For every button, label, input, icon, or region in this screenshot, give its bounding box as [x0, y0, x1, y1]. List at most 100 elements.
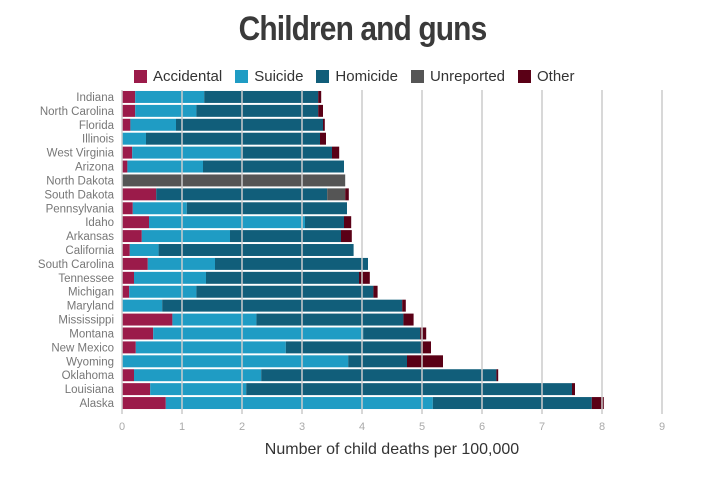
- legend-swatch-unreported: [410, 69, 424, 83]
- legend-swatch-accidental: [134, 69, 147, 83]
- category-label-indiana: Indiana: [76, 92, 114, 104]
- bar-suicide-pennsylvania: [132, 202, 187, 215]
- x-tick-label-8: 8: [599, 421, 605, 433]
- bar-suicide-florida: [130, 118, 176, 131]
- bar-accidental-tennessee: [122, 271, 134, 284]
- bar-homicide-california: [158, 244, 354, 256]
- bar-homicide-illinois: [146, 132, 320, 145]
- bar-other-indiana: [318, 90, 322, 103]
- bar-other-alaska: [591, 397, 604, 410]
- bar-other-louisiana: [572, 383, 575, 396]
- bar-accidental-arkansas: [122, 230, 142, 243]
- bar-other-arkansas: [341, 230, 352, 243]
- bar-accidental-montana: [122, 327, 154, 340]
- category-label-alaska: Alaska: [79, 398, 114, 410]
- category-label-mississippi: Mississippi: [58, 315, 114, 327]
- legend-item-suicide: Suicide: [235, 68, 303, 85]
- bar-suicide-oklahoma: [134, 369, 262, 382]
- bar-homicide-maryland: [162, 299, 403, 312]
- legend-label-suicide: Suicide: [254, 67, 304, 85]
- bar-suicide-indiana: [135, 90, 205, 103]
- bar-homicide-michigan: [196, 285, 374, 298]
- bar-suicide-alaska: [165, 397, 433, 410]
- bar-suicide-north-carolina: [135, 104, 197, 117]
- bar-accidental-florida: [122, 118, 131, 131]
- bar-suicide-montana: [153, 327, 364, 340]
- bar-other-oklahoma: [496, 369, 499, 382]
- x-tick-label-9: 9: [659, 421, 665, 433]
- bar-homicide-arizona: [203, 160, 344, 173]
- bar-other-maryland: [402, 299, 406, 312]
- bar-homicide-tennessee: [206, 271, 359, 284]
- category-label-south-carolina: South Carolina: [38, 259, 115, 271]
- category-label-new-mexico: New Mexico: [51, 342, 114, 354]
- legend: Accidental Suicide Homicide Unreported O…: [134, 66, 588, 86]
- category-label-tennessee: Tennessee: [58, 273, 114, 285]
- bar-homicide-mississippi: [256, 313, 404, 326]
- x-tick-label-5: 5: [419, 421, 425, 433]
- bar-accidental-louisiana: [122, 383, 151, 396]
- category-label-maryland: Maryland: [67, 301, 114, 313]
- bar-accidental-idaho: [122, 216, 149, 229]
- bar-suicide-idaho: [149, 216, 305, 229]
- bar-suicide-arkansas: [141, 230, 230, 243]
- legend-label-accidental: Accidental: [153, 67, 223, 85]
- bar-homicide-florida: [176, 118, 323, 131]
- bar-homicide-montana: [363, 327, 421, 340]
- legend-label-homicide: Homicide: [335, 67, 398, 85]
- bar-other-illinois: [320, 132, 326, 145]
- bar-homicide-pennsylvania: [186, 202, 347, 215]
- x-axis-label: Number of child deaths per 100,000: [264, 441, 520, 458]
- category-label-wyoming: Wyoming: [66, 356, 114, 368]
- bar-unreported-south-dakota: [327, 188, 346, 201]
- bar-homicide-south-carolina: [215, 257, 368, 270]
- x-tick-label-2: 2: [239, 421, 245, 433]
- legend-item-homicide: Homicide: [316, 68, 398, 85]
- legend-item-other: Other: [518, 68, 575, 85]
- x-tick-label-7: 7: [539, 421, 545, 433]
- bar-other-north-carolina: [318, 104, 323, 117]
- x-tick-label-0: 0: [119, 421, 125, 433]
- category-label-michigan: Michigan: [68, 287, 114, 299]
- bar-homicide-new-mexico: [285, 341, 421, 354]
- bar-other-montana: [420, 327, 427, 340]
- bar-accidental-south-carolina: [122, 257, 148, 270]
- legend-swatch-suicide: [235, 69, 249, 83]
- bar-suicide-mississippi: [172, 313, 257, 326]
- legend-item-accidental: Accidental: [134, 68, 222, 85]
- bar-accidental-north-carolina: [122, 104, 136, 117]
- bar-suicide-arizona: [127, 160, 203, 173]
- category-label-illinois: Illinois: [82, 134, 114, 146]
- bar-accidental-arizona: [122, 160, 128, 173]
- x-tick-label-1: 1: [179, 421, 185, 433]
- category-label-west-virginia: West Virginia: [47, 148, 115, 160]
- bar-accidental-alaska: [122, 397, 166, 410]
- bar-unreported-north-dakota: [122, 174, 346, 187]
- bar-accidental-michigan: [122, 285, 130, 298]
- legend-swatch-other: [518, 69, 531, 83]
- bar-suicide-new-mexico: [135, 341, 286, 354]
- bar-homicide-north-carolina: [196, 104, 319, 117]
- bar-other-south-dakota: [345, 188, 349, 201]
- bar-homicide-alaska: [432, 397, 592, 410]
- bar-suicide-maryland: [122, 299, 163, 312]
- bar-other-wyoming: [407, 355, 443, 368]
- category-label-south-dakota: South Dakota: [44, 189, 114, 201]
- bar-other-michigan: [373, 285, 378, 298]
- bar-accidental-mississippi: [122, 313, 173, 326]
- category-label-pennsylvania: Pennsylvania: [46, 203, 115, 215]
- bar-accidental-west-virginia: [122, 146, 133, 159]
- category-label-montana: Montana: [69, 328, 114, 340]
- bar-suicide-california: [129, 244, 159, 256]
- category-label-oklahoma: Oklahoma: [62, 370, 115, 382]
- category-label-arizona: Arizona: [75, 162, 115, 174]
- bar-other-florida: [323, 118, 325, 131]
- bar-homicide-west-virginia: [240, 146, 332, 159]
- bar-homicide-arkansas: [230, 230, 341, 243]
- bar-accidental-south-dakota: [122, 188, 157, 201]
- bar-suicide-west-virginia: [132, 146, 241, 159]
- bar-homicide-wyoming: [348, 355, 407, 368]
- bar-other-mississippi: [403, 313, 414, 326]
- x-tick-label-3: 3: [299, 421, 305, 433]
